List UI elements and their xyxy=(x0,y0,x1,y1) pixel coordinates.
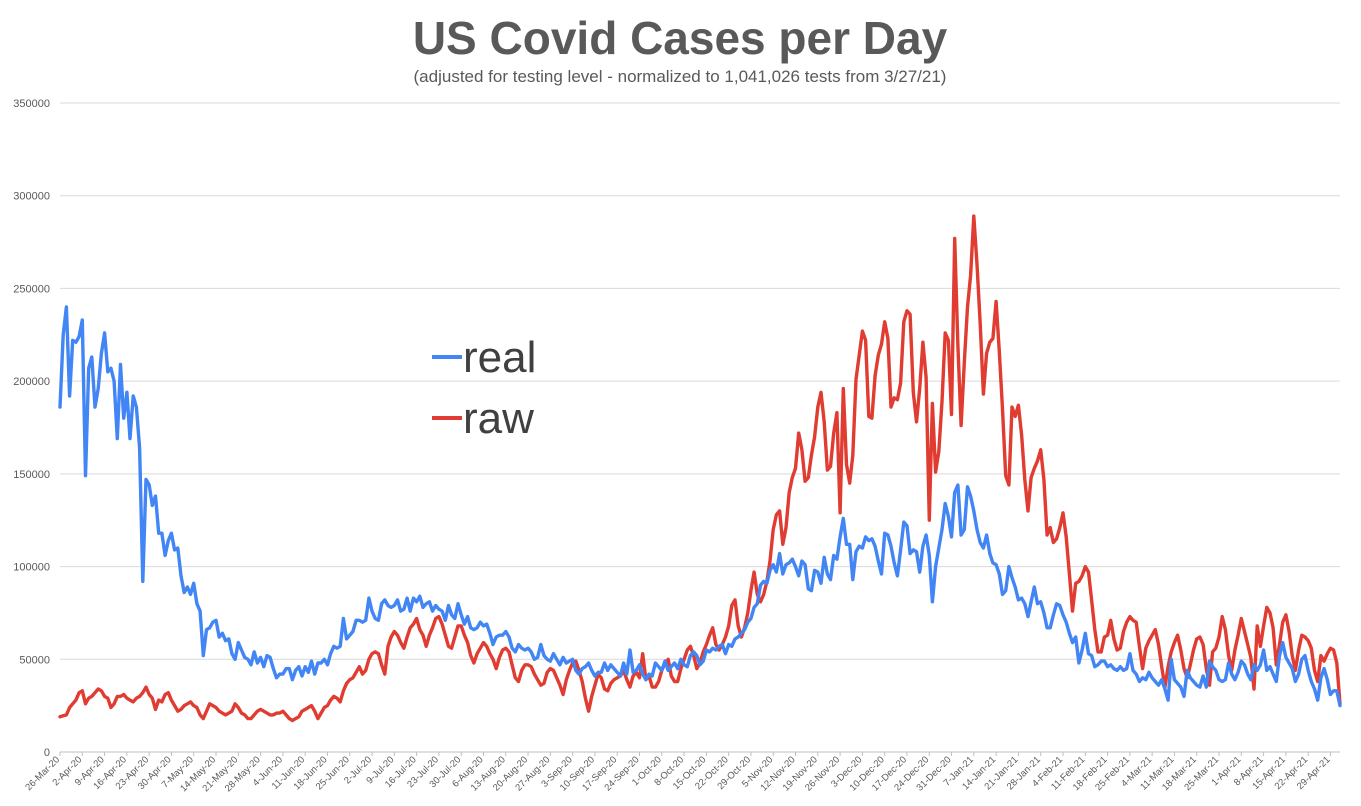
chart-title: US Covid Cases per Day xyxy=(413,12,948,64)
series-lines xyxy=(58,214,1342,723)
chart-subtitle: (adjusted for testing level - normalized… xyxy=(414,67,947,86)
legend-label-real: real xyxy=(463,333,536,382)
y-tick-label: 50000 xyxy=(19,654,50,666)
legend-label-raw: raw xyxy=(463,394,534,443)
y-axis-tick-labels: 0 50000 100000 150000 200000 250000 300000 3500… xyxy=(13,98,50,759)
series-line-real xyxy=(58,305,1342,708)
legend: real raw xyxy=(432,333,536,443)
y-tick-label: 350000 xyxy=(13,98,50,110)
y-tick-label: 150000 xyxy=(13,469,50,481)
y-tick-label: 200000 xyxy=(13,376,50,388)
y-tick-label: 250000 xyxy=(13,283,50,295)
y-tick-label: 300000 xyxy=(13,191,50,203)
y-tick-label: 100000 xyxy=(13,562,50,574)
y-tick-label: 0 xyxy=(44,747,50,759)
